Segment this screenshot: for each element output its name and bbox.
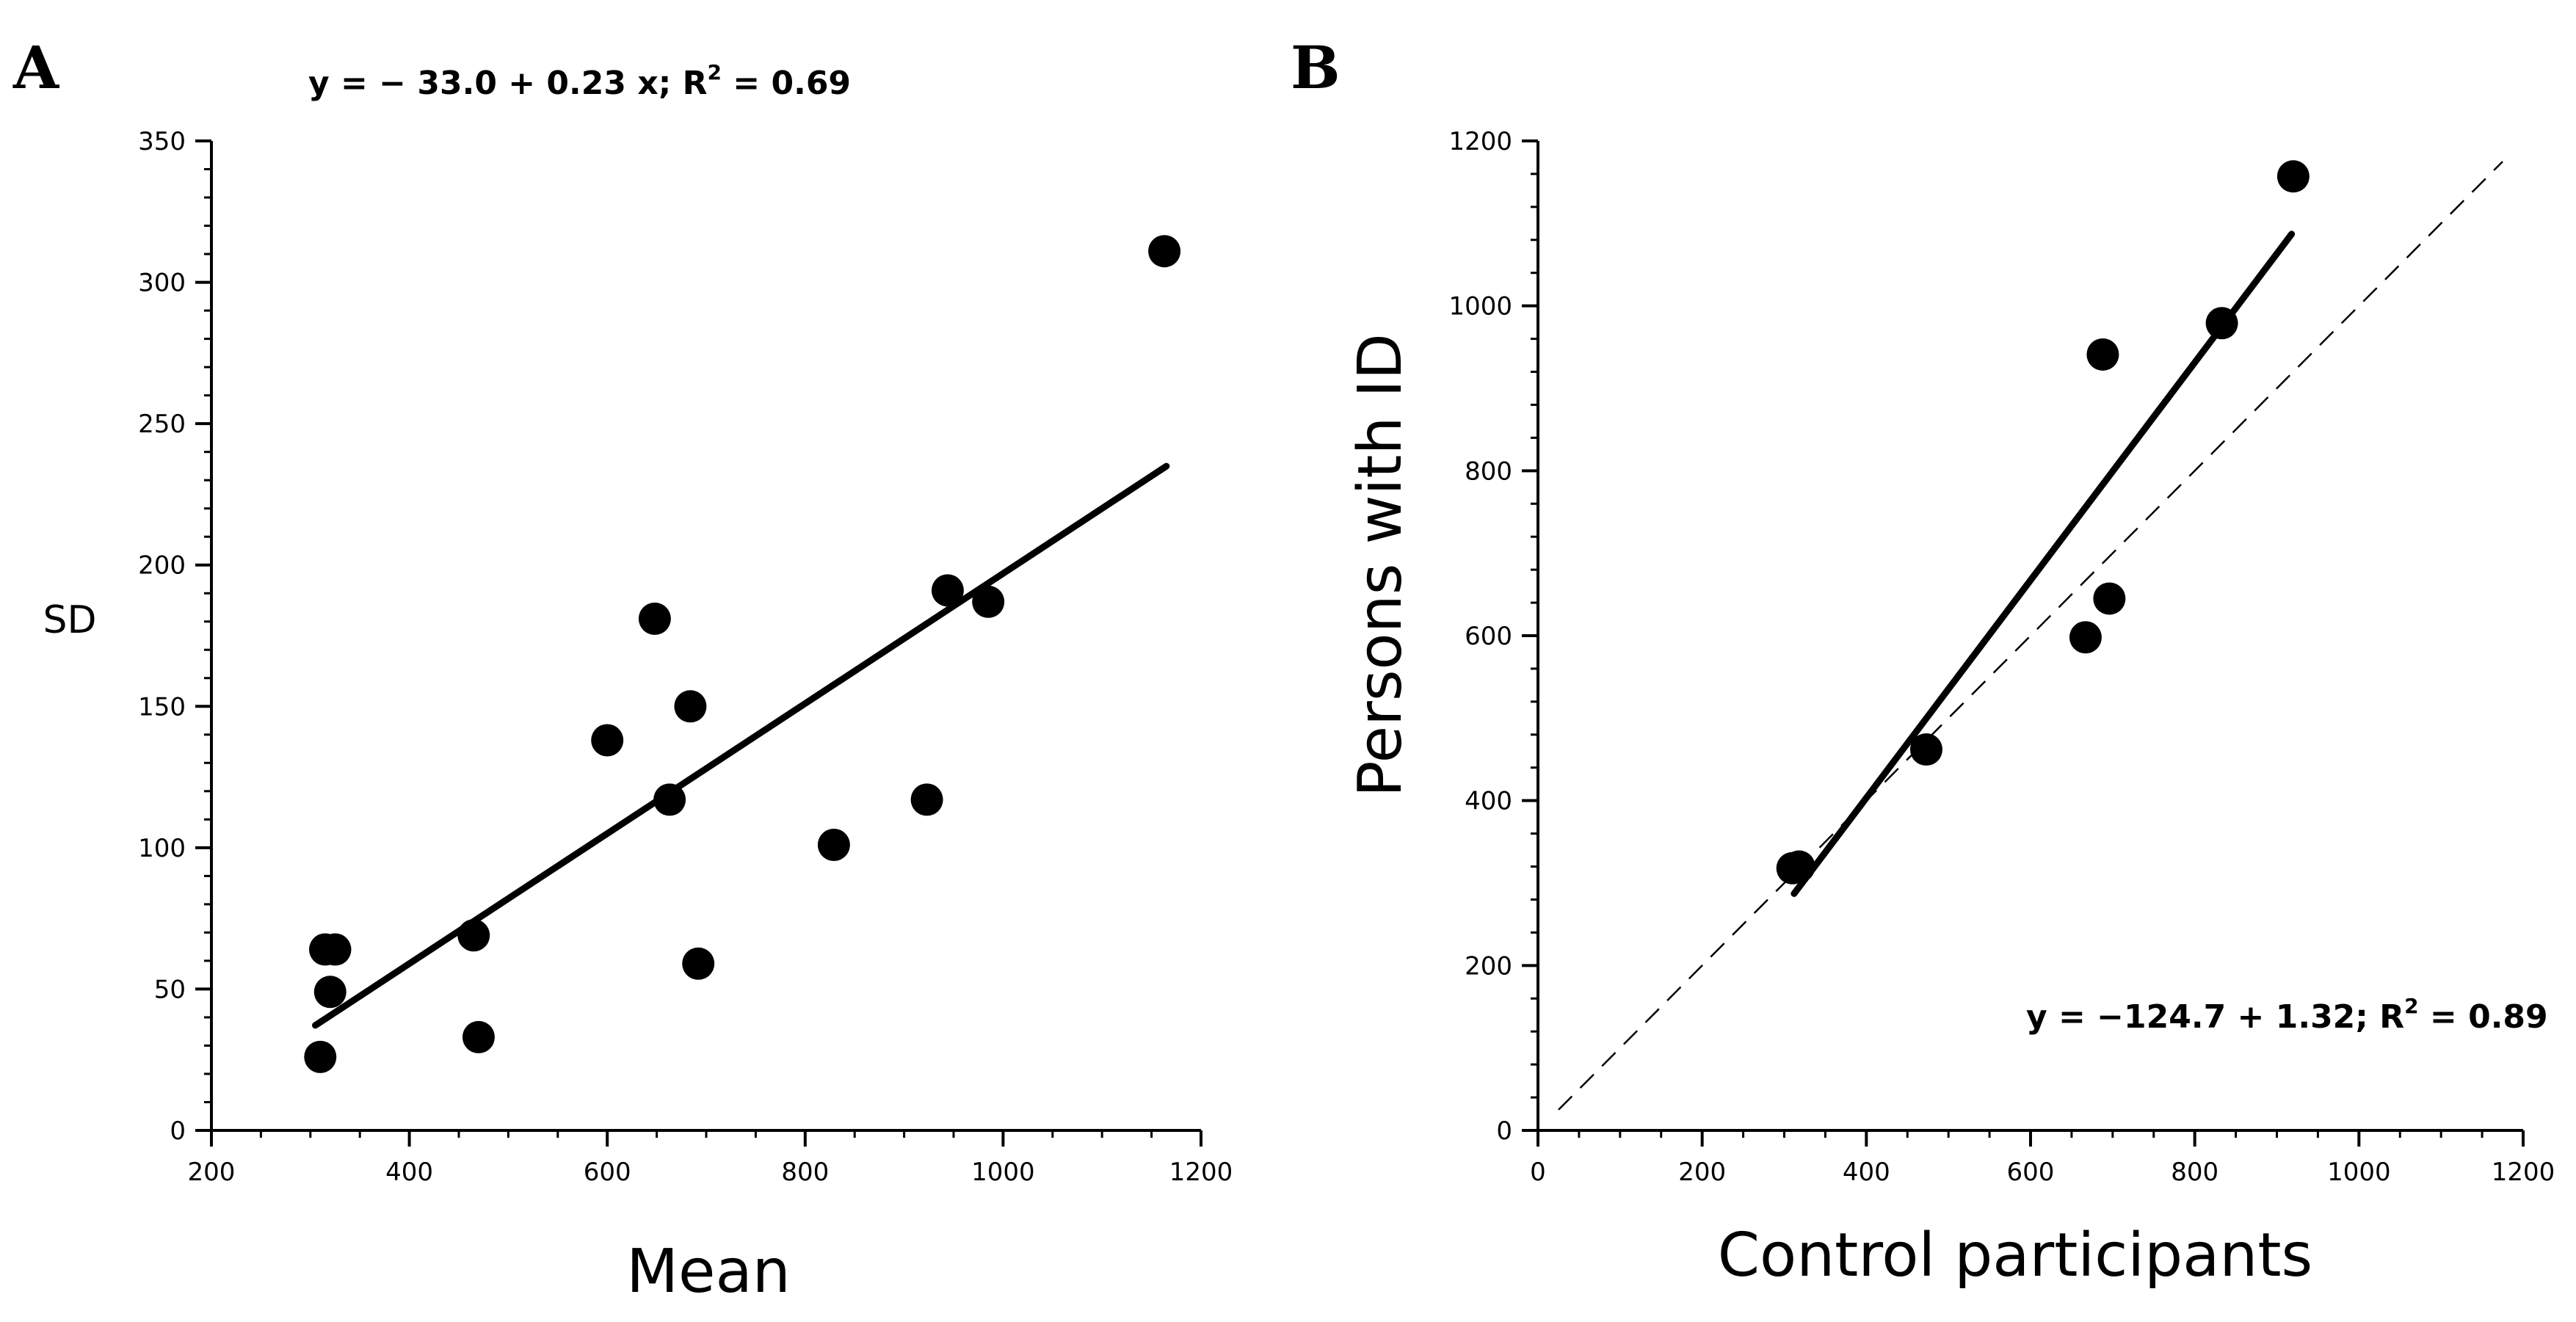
panel-a-x-tick-label: 800 [781, 1158, 829, 1187]
panel-b-data-point [1909, 733, 1942, 766]
panel-a-y-tick-label: 350 [138, 127, 186, 156]
panel-a-data-point [931, 574, 964, 607]
panel-a-x-tick-label: 600 [584, 1158, 631, 1187]
panel-a-data-point [910, 783, 943, 816]
panel-b-y-tick-label: 600 [1465, 622, 1512, 651]
panel-a-x-axis-title: Mean [626, 1237, 790, 1307]
panel-a-y-tick-label: 200 [138, 551, 186, 581]
panel-b-x-axis-title: Control participants [1718, 1221, 2312, 1290]
panel-b-x-tick-label: 1200 [2492, 1158, 2555, 1187]
panel-b-data-point [1782, 850, 1815, 883]
panel-a-data-point [817, 829, 850, 862]
panel-a-data-point [674, 690, 707, 723]
panel-a-x-tick-label: 1200 [1169, 1158, 1233, 1187]
panel-b-y-axis-title: Persons with ID [1346, 333, 1415, 797]
panel-a-chart: A y = − 33.0 + 0.23 x; R2 = 0.69 200 400 6… [12, 33, 1233, 1307]
panel-b-y-tick-label: 1000 [1448, 292, 1512, 322]
panel-a-regression-line [312, 462, 1170, 1029]
panel-b-points [1776, 160, 2310, 885]
panel-a-y-axis-title: SD [43, 598, 96, 642]
panel-a-data-point [653, 783, 686, 816]
panel-a-data-point [304, 1040, 337, 1073]
panel-b-fit-layer [1558, 161, 2503, 1111]
panel-a-fit-layer [312, 462, 1170, 1029]
panel-b-y-tick-label: 0 [1496, 1116, 1512, 1146]
panel-a-data-point [462, 1020, 495, 1053]
panel-b-data-point [2093, 582, 2126, 615]
panel-b-x-ticks: 0 200 400 600 800 1000 1200 [1530, 1130, 2555, 1187]
panel-b-identity-line [1558, 161, 2503, 1111]
panel-b-y-ticks: 0 200 400 600 800 1000 1200 [1448, 127, 1538, 1146]
panel-b-x-tick-label: 200 [1678, 1158, 1726, 1187]
panel-a-data-point [682, 947, 715, 980]
panel-a-y-tick-label: 50 [154, 975, 186, 1004]
panel-a-data-point [591, 724, 624, 757]
panel-b-chart: B y = −124.7 + 1.32; R2 = 0.89 0 200 400 60… [1291, 33, 2555, 1290]
panel-b-regression-line [1790, 230, 2296, 897]
panel-b-x-tick-label: 800 [2171, 1158, 2218, 1187]
panel-a-data-point [1148, 235, 1181, 268]
panel-b-data-point [2205, 307, 2238, 340]
panel-a-y-tick-label: 150 [138, 692, 186, 722]
panel-a-letter: A [12, 33, 59, 102]
panel-a-y-tick-label: 250 [138, 410, 186, 439]
panel-a-points [304, 235, 1181, 1073]
panel-b-y-tick-label: 200 [1465, 951, 1512, 981]
panel-b-x-tick-label: 1000 [2327, 1158, 2391, 1187]
panel-a-y-tick-label: 0 [170, 1116, 186, 1146]
panel-a-x-tick-label: 200 [188, 1158, 236, 1187]
panel-b-y-tick-label: 800 [1465, 457, 1512, 486]
panel-b-y-tick-label: 1200 [1448, 127, 1512, 156]
panel-b-x-tick-label: 400 [1843, 1158, 1890, 1187]
panel-a-x-tick-label: 400 [385, 1158, 433, 1187]
panel-a-x-tick-label: 1000 [971, 1158, 1035, 1187]
panel-a-data-point [457, 919, 490, 952]
panel-a-data-point [319, 933, 352, 966]
panel-b-x-tick-label: 600 [2007, 1158, 2055, 1187]
panel-b-data-point [2086, 338, 2119, 371]
panel-a-equation: y = − 33.0 + 0.23 x; R2 = 0.69 [308, 60, 851, 102]
panel-b-data-point [2276, 160, 2310, 193]
panel-b-x-tick-label: 0 [1530, 1158, 1546, 1187]
panel-a-data-point [972, 585, 1005, 618]
panel-a-y-tick-label: 300 [138, 269, 186, 298]
panel-a-y-tick-label: 100 [138, 834, 186, 863]
panel-b-letter: B [1291, 33, 1340, 102]
panel-b-y-tick-label: 400 [1465, 787, 1512, 816]
panel-a-y-ticks: 0 50 100 150 200 250 300 350 [138, 127, 211, 1146]
panel-a-x-ticks: 200 400 600 800 1000 1200 [188, 1130, 1233, 1187]
panel-b-equation: y = −124.7 + 1.32; R2 = 0.89 [2026, 994, 2548, 1036]
panel-a-data-point [313, 976, 347, 1009]
panel-b-data-point [2069, 621, 2102, 654]
panel-a-data-point [638, 602, 671, 635]
